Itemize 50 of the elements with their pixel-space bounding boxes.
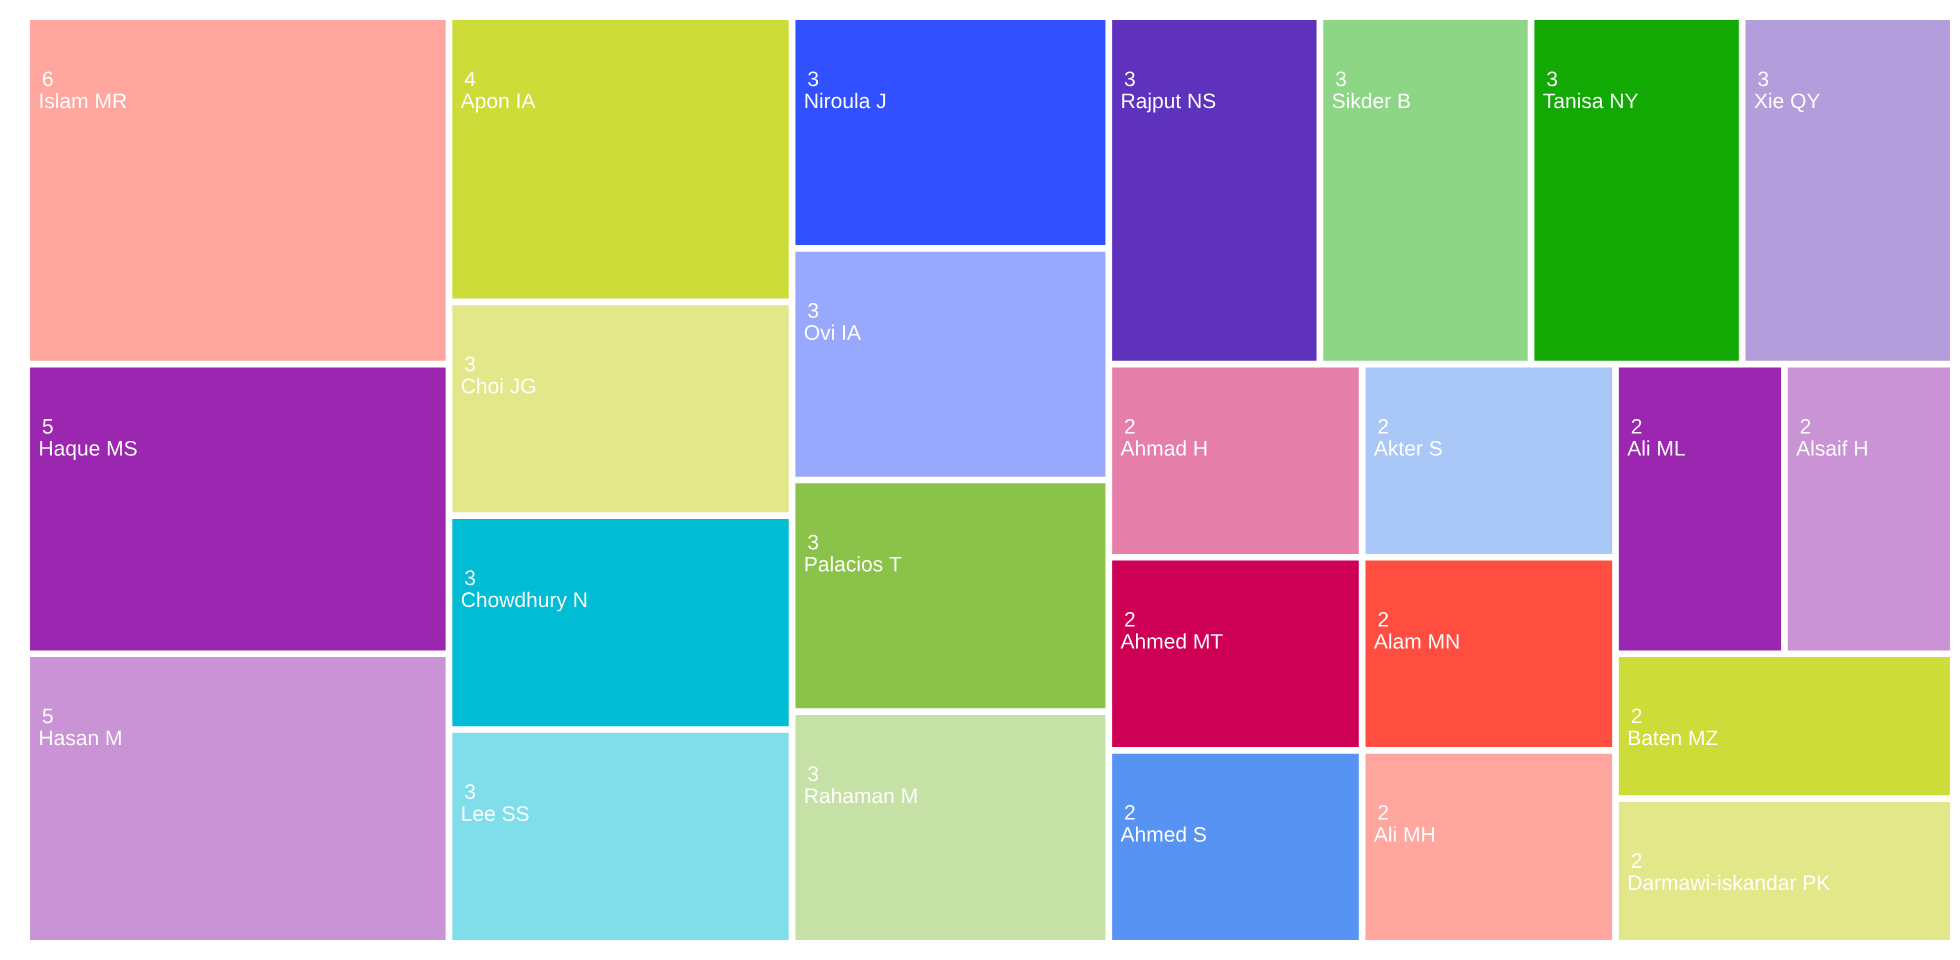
category-label: Haque MS bbox=[40, 440, 137, 460]
data-label: 5 bbox=[42, 419, 53, 434]
data-label: 3 bbox=[808, 303, 819, 318]
category-label: Niroula J bbox=[805, 92, 886, 109]
data-label: 4 bbox=[464, 71, 476, 87]
category-label: Choi JG bbox=[461, 377, 535, 394]
data-label: 2 bbox=[1125, 804, 1135, 820]
data-label: 2 bbox=[1125, 418, 1135, 434]
data-label: 5 bbox=[42, 708, 53, 724]
category-label: Ahmed S bbox=[1120, 826, 1206, 842]
category-label: Apon IA bbox=[460, 93, 536, 113]
category-label: Ali MH bbox=[1373, 826, 1434, 842]
category-label: Rajput NS bbox=[1122, 92, 1216, 113]
category-label: Alsaif H bbox=[1796, 440, 1867, 456]
category-label: Sikder B bbox=[1332, 92, 1410, 109]
category-label: Palacios T bbox=[805, 556, 902, 572]
data-label: 3 bbox=[808, 534, 819, 550]
category-label: Alam MN bbox=[1373, 633, 1459, 649]
category-label: Chowdhury N bbox=[461, 591, 587, 612]
data-label: 3 bbox=[1547, 71, 1558, 87]
category-label: Rahaman M bbox=[805, 787, 917, 804]
data-label: 2 bbox=[1378, 611, 1389, 627]
category-label: Tanisa NY bbox=[1543, 92, 1638, 109]
data-label: 3 bbox=[465, 784, 475, 800]
data-label: 2 bbox=[1631, 708, 1642, 724]
data-label: 2 bbox=[1631, 418, 1642, 434]
category-label: Xie QY bbox=[1754, 92, 1820, 113]
data-label: 3 bbox=[1758, 71, 1769, 87]
data-label: 2 bbox=[1378, 418, 1389, 434]
category-label: Darmawi-iskandar PK bbox=[1628, 874, 1831, 891]
data-label: 6 bbox=[43, 71, 53, 87]
category-label: Lee SS bbox=[462, 806, 529, 822]
category-label: Ahmad H bbox=[1120, 440, 1207, 456]
data-label: 3 bbox=[808, 71, 819, 87]
data-label: 3 bbox=[808, 766, 819, 782]
data-label: 2 bbox=[1800, 418, 1811, 434]
data-label: 2 bbox=[1125, 611, 1135, 627]
data-label: 3 bbox=[1335, 71, 1346, 87]
category-label: Ovi IA bbox=[804, 324, 861, 340]
data-label: 3 bbox=[465, 356, 475, 372]
data-label: 2 bbox=[1631, 853, 1642, 868]
category-label: Ali ML bbox=[1627, 440, 1685, 456]
data-label: 2 bbox=[1378, 804, 1389, 820]
category-label: Hasan M bbox=[40, 730, 121, 746]
category-label: Akter S bbox=[1373, 440, 1442, 456]
data-label: 3 bbox=[465, 570, 475, 586]
data-label: 3 bbox=[1124, 71, 1135, 87]
category-label: Ahmed MT bbox=[1120, 633, 1223, 649]
category-label: Islam MR bbox=[40, 92, 127, 109]
category-label: Baten MZ bbox=[1628, 730, 1718, 746]
